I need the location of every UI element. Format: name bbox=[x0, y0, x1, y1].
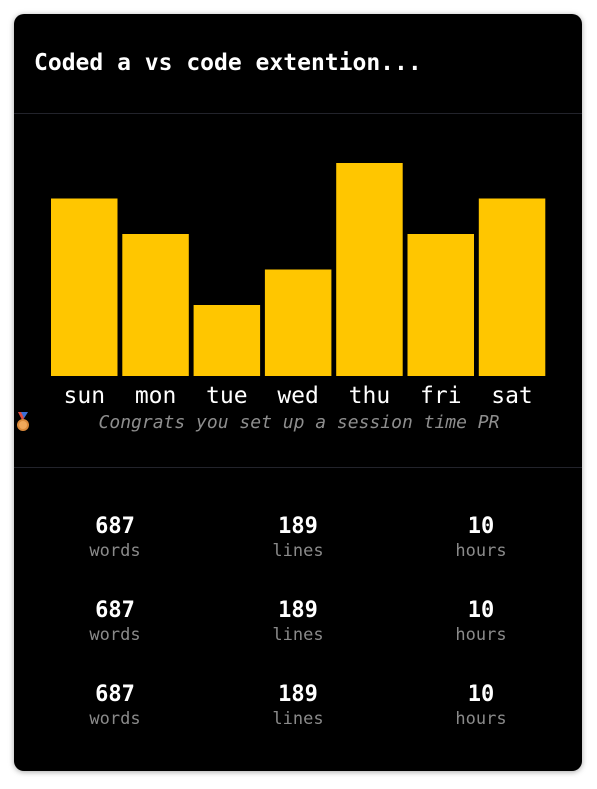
stat-value: 687 bbox=[95, 514, 135, 539]
stat-value: 10 bbox=[467, 514, 495, 539]
stat-value: 687 bbox=[95, 682, 135, 707]
stat-lines: 189 lines bbox=[208, 514, 388, 562]
congrats-text: Congrats you set up a session time PR bbox=[98, 412, 500, 433]
stat-value: 687 bbox=[95, 598, 135, 623]
tick-label-sun: sun bbox=[64, 383, 106, 405]
tick-label-tue: tue bbox=[206, 383, 248, 405]
stat-words: 687 words bbox=[25, 682, 205, 730]
stat-label: words bbox=[89, 625, 141, 645]
bar-fri bbox=[407, 234, 474, 376]
stat-value: 189 bbox=[278, 514, 318, 539]
stat-hours: 10 hours bbox=[391, 514, 571, 562]
stat-label: lines bbox=[272, 541, 324, 561]
stats-card: Coded a vs code extention... sun mon tue we… bbox=[14, 14, 582, 771]
stat-label: hours bbox=[455, 625, 507, 645]
tick-label-wed: wed bbox=[277, 383, 319, 405]
section-divider bbox=[14, 467, 582, 468]
stat-hours: 10 hours bbox=[391, 598, 571, 646]
tick-label-mon: mon bbox=[135, 383, 177, 405]
chart-svg: sun mon tue wed thu fri sat bbox=[51, 163, 546, 405]
congrats-message: Congrats you set up a session time PR bbox=[14, 412, 582, 433]
card-title: Coded a vs code extention... bbox=[34, 50, 422, 76]
stat-lines: 189 lines bbox=[208, 598, 388, 646]
stat-value: 10 bbox=[467, 598, 495, 623]
stat-label: hours bbox=[455, 541, 507, 561]
bar-tue bbox=[193, 305, 261, 376]
bar-mon bbox=[122, 234, 189, 376]
stat-label: hours bbox=[455, 709, 507, 729]
card-header: Coded a vs code extention... bbox=[14, 14, 582, 114]
bar-wed bbox=[264, 269, 332, 376]
stat-label: lines bbox=[272, 709, 324, 729]
stat-lines: 189 lines bbox=[208, 682, 388, 730]
weekly-bar-chart: sun mon tue wed thu fri sat Congrats you set u… bbox=[14, 115, 582, 467]
stat-hours: 10 hours bbox=[391, 682, 571, 730]
stat-value: 10 bbox=[467, 682, 495, 707]
stat-label: words bbox=[89, 709, 141, 729]
stat-words: 687 words bbox=[25, 514, 205, 562]
tick-label-thu: thu bbox=[349, 383, 391, 405]
stat-label: words bbox=[89, 541, 141, 561]
stat-label: lines bbox=[272, 625, 324, 645]
tick-label-fri: fri bbox=[420, 383, 462, 405]
bar-sat bbox=[478, 198, 546, 376]
stat-words: 687 words bbox=[25, 598, 205, 646]
tick-label-sat: sat bbox=[491, 383, 533, 405]
stat-value: 189 bbox=[278, 598, 318, 623]
stat-value: 189 bbox=[278, 682, 318, 707]
bar-sun bbox=[51, 198, 118, 376]
bar-thu bbox=[336, 163, 403, 376]
